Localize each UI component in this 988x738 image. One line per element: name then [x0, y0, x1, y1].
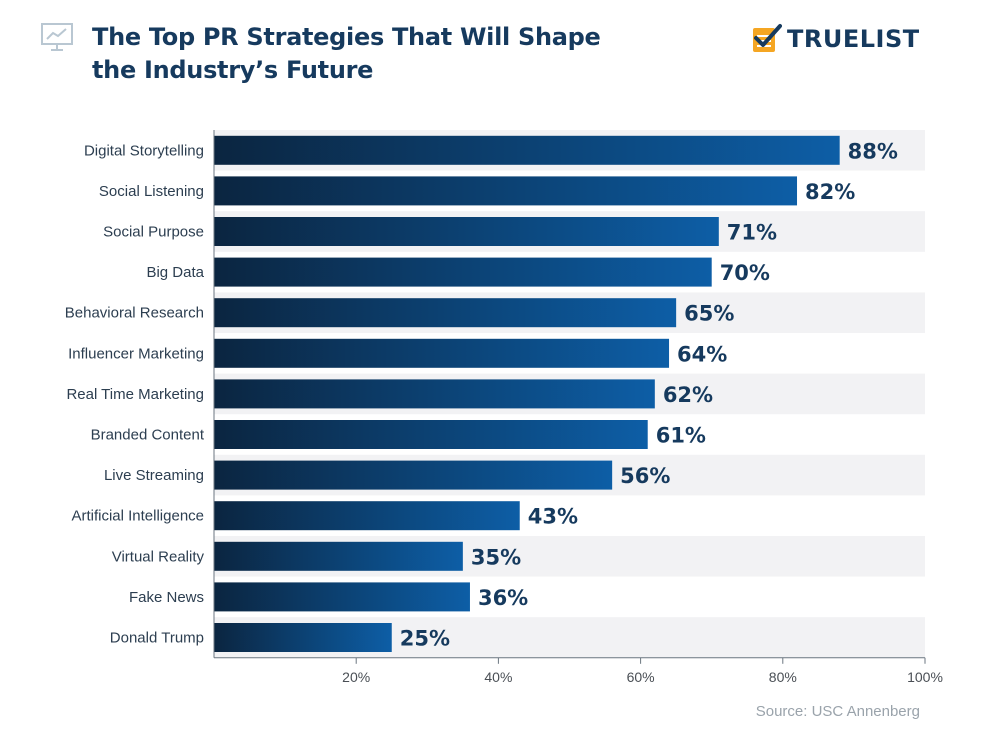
category-label: Live Streaming: [104, 467, 204, 484]
value-label: 65%: [684, 302, 734, 326]
x-tick-label: 20%: [342, 669, 370, 685]
category-label: Digital Storytelling: [84, 142, 204, 159]
category-label: Influencer Marketing: [68, 345, 204, 362]
truelist-logo: TRUELIST: [750, 22, 920, 56]
x-tick-label: 40%: [484, 669, 512, 685]
bar: [214, 420, 648, 449]
bar: [214, 135, 840, 165]
category-label: Social Purpose: [103, 224, 204, 241]
category-label: Big Data: [146, 264, 204, 281]
value-label: 36%: [478, 586, 528, 610]
title-line-2: the Industry’s Future: [92, 56, 374, 84]
bar: [214, 298, 677, 328]
bar: [214, 460, 613, 490]
category-label: Behavioral Research: [65, 305, 204, 322]
x-tick-label: 80%: [769, 669, 797, 685]
presentation-chart-icon: [41, 23, 73, 51]
category-label: Real Time Marketing: [66, 386, 204, 403]
value-label: 61%: [656, 424, 706, 448]
value-label: 82%: [805, 180, 855, 204]
bar: [214, 582, 470, 612]
check-note-icon: [753, 24, 782, 52]
value-label: 25%: [400, 627, 450, 651]
value-label: 43%: [528, 505, 578, 529]
value-label: 71%: [727, 221, 777, 245]
value-label: 64%: [677, 342, 727, 366]
title-line-1: The Top PR Strategies That Will Shape: [92, 23, 601, 51]
bar: [214, 501, 520, 531]
x-tick-label: 60%: [627, 669, 655, 685]
category-label: Fake News: [129, 589, 204, 606]
value-label: 62%: [663, 383, 713, 407]
bar: [214, 257, 712, 287]
value-label: 35%: [471, 545, 521, 569]
category-label: Donald Trump: [110, 630, 204, 647]
logo-text: TRUELIST: [787, 25, 920, 53]
category-label: Branded Content: [91, 427, 205, 444]
value-label: 88%: [848, 139, 898, 163]
bar: [214, 217, 719, 246]
bar: [214, 623, 392, 652]
category-label: Social Listening: [99, 183, 204, 200]
x-tick-label: 100%: [907, 669, 943, 685]
bar: [214, 379, 655, 409]
bar: [214, 338, 670, 368]
bar: [214, 541, 463, 571]
page-title: The Top PR Strategies That Will Shape th…: [92, 21, 652, 87]
category-label: Artificial Intelligence: [71, 508, 204, 525]
bar: [214, 176, 798, 206]
value-label: 56%: [620, 464, 670, 488]
source-note: Source: USC Annenberg: [755, 703, 920, 720]
category-label: Virtual Reality: [112, 548, 205, 565]
value-label: 70%: [720, 261, 770, 285]
